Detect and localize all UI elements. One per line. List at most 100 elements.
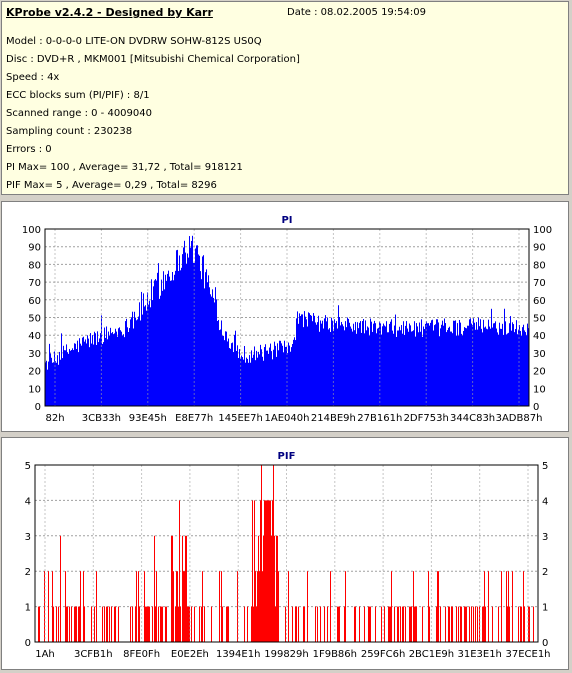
pi-bar (245, 362, 246, 406)
pif-bar (508, 571, 509, 642)
pif-bar (253, 606, 254, 642)
pi-bar (404, 334, 405, 406)
pi-bar (241, 355, 242, 406)
pif-bar (227, 606, 228, 642)
pi-bar (57, 355, 58, 406)
pif-bar (266, 500, 267, 642)
pi-bar (261, 349, 262, 406)
pi-bar (140, 320, 141, 406)
pi-bar (63, 345, 64, 406)
pif-bar (483, 606, 484, 642)
pi-bar (93, 344, 94, 406)
pif-bar (109, 606, 110, 642)
pi-bar (410, 325, 411, 406)
app-title: KProbe v2.4.2 - Designed by Karr (6, 6, 213, 19)
pif-bar (437, 571, 438, 642)
pif-bar (484, 571, 485, 642)
pif-bar (368, 606, 369, 642)
pi-bar (322, 320, 323, 406)
pi-bar (212, 289, 213, 406)
y-tick-label-right: 60 (533, 296, 546, 307)
pif-bar (189, 606, 190, 642)
pi-bar (53, 362, 54, 406)
y-tick-label-right: 100 (533, 225, 552, 236)
pif-bar (228, 606, 229, 642)
y-tick-label-left: 40 (28, 331, 41, 342)
pi-bar (385, 326, 386, 406)
pif-bar (161, 606, 162, 642)
y-tick-label-right: 2 (542, 567, 548, 578)
pi-bar (425, 323, 426, 406)
pi-bar (259, 354, 260, 406)
pi-bar (60, 359, 61, 406)
pi-bar (318, 315, 319, 406)
info-speed: Speed : 4x (6, 72, 60, 83)
pif-series (38, 465, 534, 642)
x-tick-label: 31E3E1h (457, 649, 501, 660)
pi-bar (280, 340, 281, 406)
pif-bar (148, 606, 149, 642)
x-tick-label: 259FC6h (361, 649, 406, 660)
pi-bar (205, 272, 206, 406)
y-tick-label-left: 2 (25, 567, 31, 578)
pi-bar (271, 351, 272, 406)
pif-bar (39, 606, 40, 642)
x-tick-label: 93E45h (129, 413, 167, 424)
pi-bar (142, 314, 143, 406)
pif-bar (440, 606, 441, 642)
pi-bar (267, 350, 268, 406)
pi-bar (88, 338, 89, 406)
y-tick-label-left: 90 (28, 243, 41, 254)
y-tick-label-right: 90 (533, 243, 546, 254)
pi-bar (309, 313, 310, 406)
pi-bar (210, 294, 211, 406)
pi-bar (398, 330, 399, 406)
y-tick-label-left: 70 (28, 278, 41, 289)
pif-bar (369, 606, 370, 642)
pi-bar (124, 337, 125, 406)
pi-bar (165, 274, 166, 406)
pif-chart: PIF 0 0 1 1 2 2 3 3 4 4 5 5 1Ah 3CFB1h 8FE0Fh E0E2Eh 1394… (25, 451, 551, 660)
pi-bar (523, 324, 524, 406)
pi-bar (90, 333, 91, 406)
pif-bar (384, 606, 385, 642)
pi-bar (277, 343, 278, 406)
pif-bar (354, 606, 355, 642)
pi-bar (260, 344, 261, 406)
pi-bar (120, 330, 121, 406)
info-panel: KProbe v2.4.2 - Designed by Karr Date : … (1, 1, 569, 195)
pi-bar (119, 327, 120, 406)
pi-bar (407, 328, 408, 406)
pif-bar (477, 606, 478, 642)
info-disc: Disc : DVD+R , MKM001 [Mitsubishi Chemic… (6, 54, 300, 65)
chart-title: PI (281, 215, 292, 226)
pi-bar (236, 350, 237, 406)
scan-date: Date : 08.02.2005 19:54:09 (287, 7, 426, 18)
pi-bar (514, 332, 515, 406)
pif-bar (106, 606, 107, 642)
pi-bar (268, 353, 269, 406)
pi-bar (389, 323, 390, 406)
pi-bar (48, 361, 49, 406)
pi-bar (104, 327, 105, 406)
pi-bar (301, 314, 302, 406)
pif-bar (269, 500, 270, 642)
pi-bar (154, 280, 155, 406)
pi-bar (238, 357, 239, 406)
pif-bar (445, 606, 446, 642)
pi-bar (125, 321, 126, 406)
pi-bar (127, 327, 128, 406)
pi-bar (169, 276, 170, 406)
pi-bar (363, 319, 364, 406)
pif-bar (521, 606, 522, 642)
pi-bar (95, 333, 96, 406)
pif-bar (107, 606, 108, 642)
pi-bar (330, 331, 331, 406)
pi-bar (141, 291, 142, 406)
pi-bar (46, 360, 47, 406)
pif-bar (175, 606, 176, 642)
pif-bar (492, 606, 493, 642)
pi-bar (79, 338, 80, 406)
pi-bar (375, 323, 376, 406)
pif-bar (251, 606, 252, 642)
